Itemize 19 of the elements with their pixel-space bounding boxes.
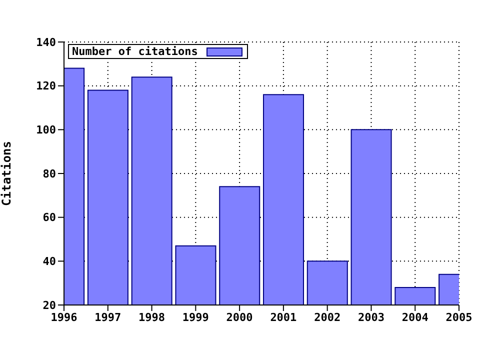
y-tick-label: 20: [42, 298, 56, 312]
x-tick-label: 2001: [270, 310, 298, 324]
y-tick-label: 40: [42, 255, 56, 268]
y-tick-label: 100: [36, 124, 56, 137]
y-tick-label: 60: [42, 211, 56, 224]
x-tick-label: 2003: [358, 310, 384, 324]
legend-label: Number of citations: [72, 45, 198, 58]
y-axis-title: Citations: [0, 140, 14, 206]
x-tick-label: 1997: [94, 310, 122, 324]
x-tick-label: 2004: [402, 310, 429, 324]
x-tick-label: 1999: [182, 310, 209, 324]
x-tick-label: 2002: [314, 310, 341, 324]
x-tick-label: 2000: [226, 310, 253, 324]
y-tick-label: 140: [36, 36, 56, 49]
y-tick-label: 80: [42, 167, 56, 180]
y-tick-label: 120: [36, 80, 56, 93]
x-tick-label: 1998: [138, 310, 166, 324]
x-tick-label: 1996: [50, 310, 78, 324]
x-tick-label: 2005: [446, 310, 472, 324]
